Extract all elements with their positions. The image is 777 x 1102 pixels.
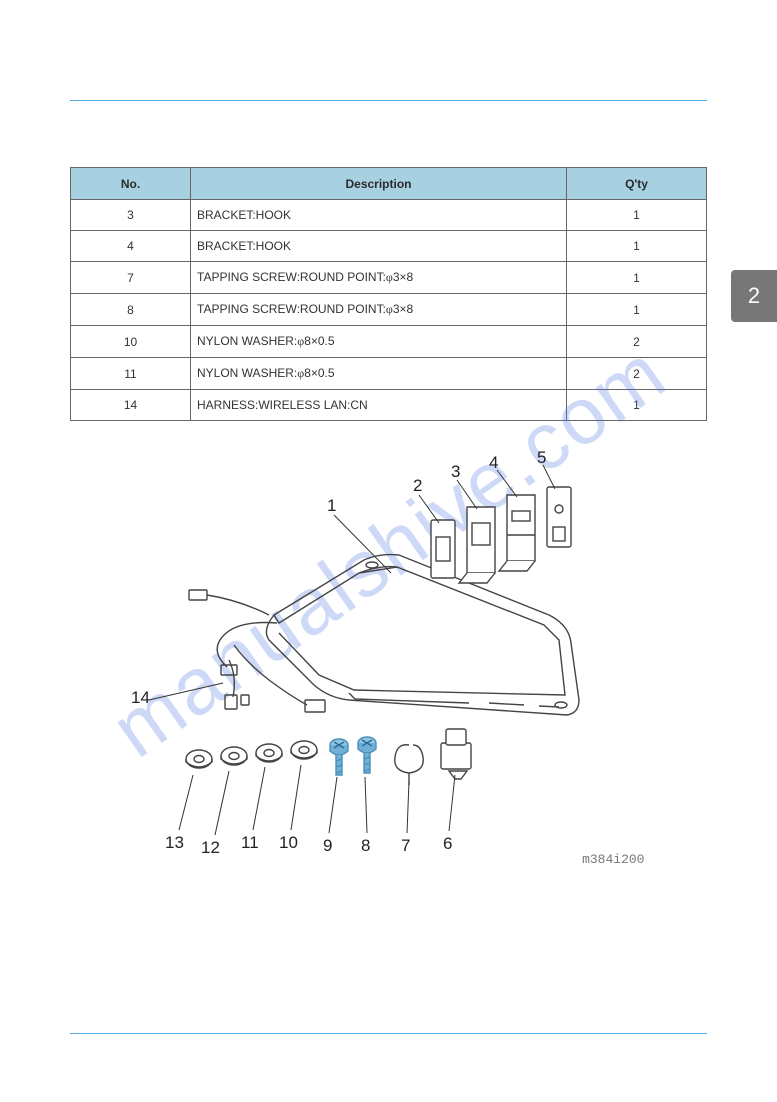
cell-qty: 1 — [567, 262, 707, 294]
cell-desc: NYLON WASHER:φ8×0.5 — [191, 326, 567, 358]
callout-3: 3 — [451, 462, 460, 481]
callout-2: 2 — [413, 476, 422, 495]
callout-6: 6 — [443, 834, 452, 853]
exploded-diagram: 1 2 3 4 5 6 7 8 9 10 11 12 13 14 m384i20… — [129, 445, 649, 875]
header-spacer — [70, 60, 707, 90]
section-tab: 2 — [731, 270, 777, 322]
parts-table: No. Description Q'ty 3 BRACKET:HOOK 1 4 … — [70, 167, 707, 421]
cell-no: 7 — [71, 262, 191, 294]
page: 2 No. Description Q'ty 3 BRACKET:HOOK 1 … — [0, 0, 777, 1102]
callout-7: 7 — [401, 836, 410, 855]
callout-1: 1 — [327, 496, 336, 515]
table-row: 7 TAPPING SCREW:ROUND POINT:φ3×8 1 — [71, 262, 707, 294]
cell-desc: NYLON WASHER:φ8×0.5 — [191, 358, 567, 390]
callout-8: 8 — [361, 836, 370, 855]
cell-qty: 2 — [567, 326, 707, 358]
cell-desc: TAPPING SCREW:ROUND POINT:φ3×8 — [191, 294, 567, 326]
cell-no: 10 — [71, 326, 191, 358]
table-row: 4 BRACKET:HOOK 1 — [71, 231, 707, 262]
diagram-code: m384i200 — [582, 852, 644, 867]
callout-11: 11 — [241, 833, 259, 852]
cell-no: 14 — [71, 390, 191, 421]
callout-13: 13 — [165, 833, 184, 852]
callout-10: 10 — [279, 833, 298, 852]
table-row: 11 NYLON WASHER:φ8×0.5 2 — [71, 358, 707, 390]
callout-4: 4 — [489, 453, 498, 472]
col-header-qty: Q'ty — [567, 168, 707, 200]
table-row: 10 NYLON WASHER:φ8×0.5 2 — [71, 326, 707, 358]
table-header-row: No. Description Q'ty — [71, 168, 707, 200]
cell-qty: 1 — [567, 294, 707, 326]
cell-desc: HARNESS:WIRELESS LAN:CN — [191, 390, 567, 421]
footer-rule — [70, 1033, 707, 1034]
footer — [70, 1033, 707, 1056]
section-title — [70, 137, 707, 153]
cell-desc: BRACKET:HOOK — [191, 200, 567, 231]
table-body: 3 BRACKET:HOOK 1 4 BRACKET:HOOK 1 7 TAPP… — [71, 200, 707, 421]
cell-desc: TAPPING SCREW:ROUND POINT:φ3×8 — [191, 262, 567, 294]
cell-no: 4 — [71, 231, 191, 262]
callout-14: 14 — [131, 688, 150, 707]
callout-5: 5 — [537, 448, 546, 467]
cell-qty: 2 — [567, 358, 707, 390]
callout-12: 12 — [201, 838, 220, 857]
cell-qty: 1 — [567, 200, 707, 231]
cell-no: 3 — [71, 200, 191, 231]
cell-qty: 1 — [567, 231, 707, 262]
col-header-desc: Description — [191, 168, 567, 200]
table-row: 8 TAPPING SCREW:ROUND POINT:φ3×8 1 — [71, 294, 707, 326]
table-row: 14 HARNESS:WIRELESS LAN:CN 1 — [71, 390, 707, 421]
diagram-svg: 1 2 3 4 5 6 7 8 9 10 11 12 13 14 — [129, 445, 649, 875]
cell-no: 11 — [71, 358, 191, 390]
header-rule — [70, 100, 707, 101]
callout-9: 9 — [323, 836, 332, 855]
cell-no: 8 — [71, 294, 191, 326]
cell-qty: 1 — [567, 390, 707, 421]
cell-desc: BRACKET:HOOK — [191, 231, 567, 262]
col-header-no: No. — [71, 168, 191, 200]
table-row: 3 BRACKET:HOOK 1 — [71, 200, 707, 231]
